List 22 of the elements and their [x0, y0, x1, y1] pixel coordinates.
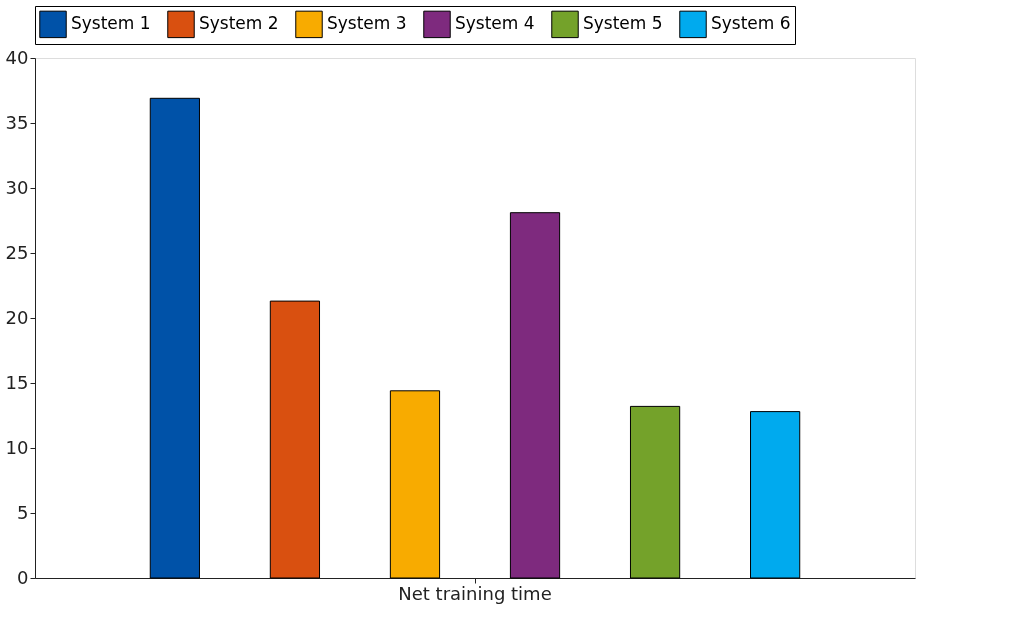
y-tick-label: 0 — [17, 566, 29, 588]
legend-label: System 2 — [199, 13, 279, 34]
x-tick-label: Net training time — [398, 582, 552, 604]
y-tick-label: 30 — [5, 176, 29, 198]
bar — [269, 300, 321, 579]
legend-label: System 5 — [583, 13, 663, 34]
legend-label: System 3 — [327, 13, 407, 34]
y-tick-label: 5 — [17, 501, 29, 523]
bar — [629, 405, 681, 579]
bar — [149, 97, 200, 579]
bar — [509, 212, 561, 579]
y-tick-label: 40 — [5, 46, 29, 68]
y-tick-label: 15 — [5, 371, 29, 393]
legend-label: System 1 — [71, 13, 151, 34]
bar — [389, 390, 441, 579]
y-tick-label: 10 — [5, 436, 29, 458]
legend-label: System 4 — [455, 13, 535, 34]
y-tick-label: 25 — [5, 241, 29, 263]
y-tick-label: 35 — [5, 111, 29, 133]
y-tick-label: 20 — [5, 306, 29, 328]
legend-label: System 6 — [711, 13, 791, 34]
bar — [750, 411, 801, 579]
